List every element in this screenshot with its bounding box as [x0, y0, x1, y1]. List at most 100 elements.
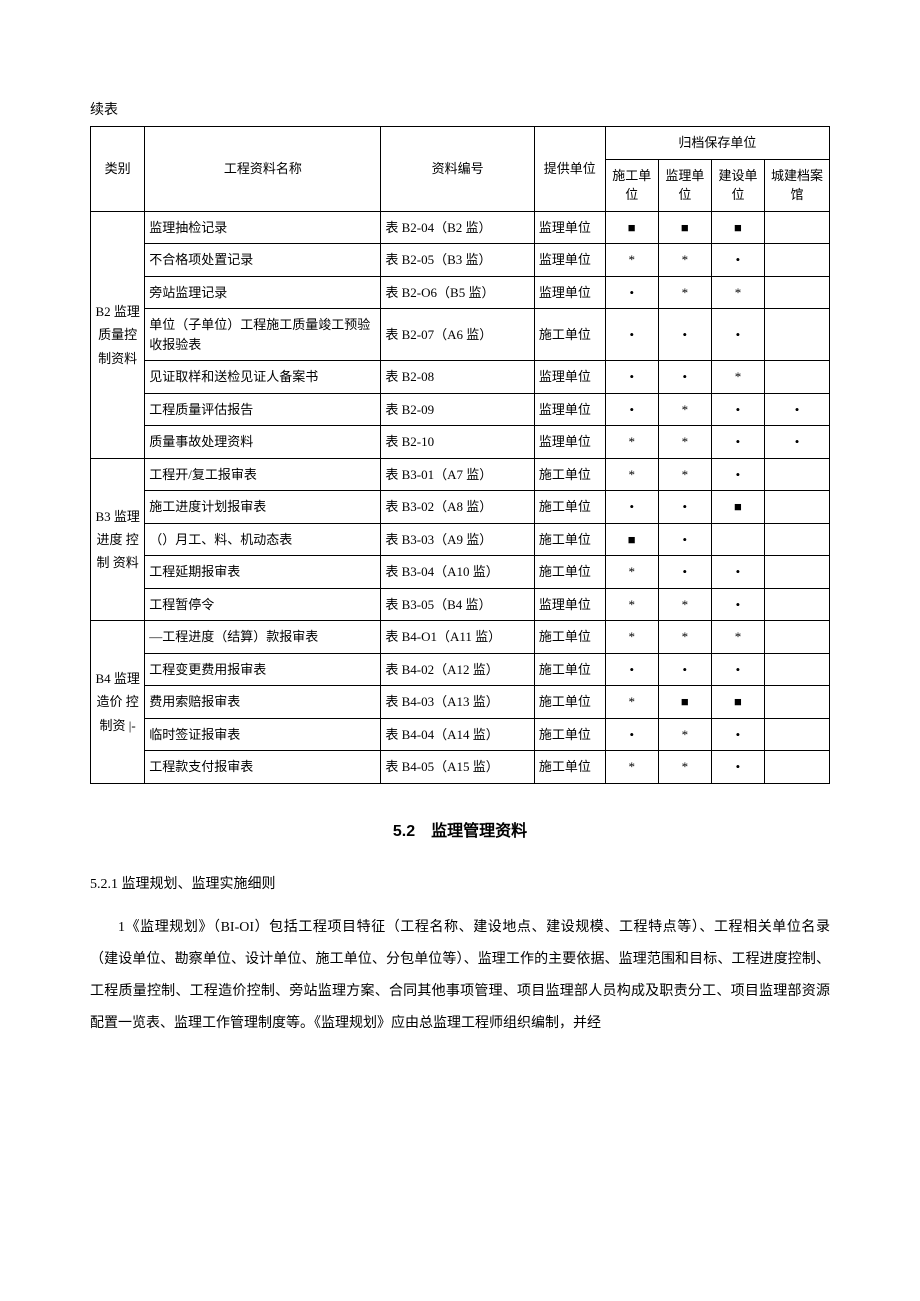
- name-cell: 工程变更费用报审表: [145, 653, 381, 686]
- mark-cell: ■: [605, 211, 658, 244]
- section-title: 5.2 监理管理资料: [90, 819, 830, 845]
- name-cell: 工程开/复工报审表: [145, 458, 381, 491]
- table-row: B3 监理 进度 控制 资料工程开/复工报审表表 B3-01（A7 监）施工单位…: [91, 458, 830, 491]
- mark-cell: •: [765, 426, 830, 459]
- provider-cell: 施工单位: [534, 621, 605, 654]
- provider-cell: 施工单位: [534, 653, 605, 686]
- name-cell: 临时签证报审表: [145, 718, 381, 751]
- name-cell: 单位（子单位）工程施工质量竣工预验收报验表: [145, 309, 381, 361]
- mark-cell: [765, 523, 830, 556]
- code-cell: 表 B2-09: [381, 393, 534, 426]
- name-cell: 工程质量评估报告: [145, 393, 381, 426]
- header-archive-col: 施工单位: [605, 159, 658, 211]
- mark-cell: •: [711, 393, 764, 426]
- mark-cell: *: [605, 426, 658, 459]
- table-row: 临时签证报审表表 B4-04（A14 监）施工单位•*•: [91, 718, 830, 751]
- table-body: B2 监理质量控制资料监理抽检记录表 B2-04（B2 监）监理单位■■■不合格…: [91, 211, 830, 783]
- mark-cell: [765, 686, 830, 719]
- mark-cell: •: [658, 309, 711, 361]
- name-cell: 施工进度计划报审表: [145, 491, 381, 524]
- table-row: 施工进度计划报审表表 B3-02（A8 监）施工单位••■: [91, 491, 830, 524]
- header-archive-group: 归档保存单位: [605, 127, 829, 160]
- mark-cell: *: [605, 621, 658, 654]
- mark-cell: *: [605, 244, 658, 277]
- mark-cell: *: [711, 276, 764, 309]
- name-cell: （）月工、料、机动态表: [145, 523, 381, 556]
- mark-cell: *: [658, 718, 711, 751]
- provider-cell: 施工单位: [534, 718, 605, 751]
- mark-cell: ■: [711, 211, 764, 244]
- name-cell: 工程暂停令: [145, 588, 381, 621]
- name-cell: 监理抽检记录: [145, 211, 381, 244]
- mark-cell: *: [658, 393, 711, 426]
- mark-cell: *: [605, 686, 658, 719]
- name-cell: 旁站监理记录: [145, 276, 381, 309]
- code-cell: 表 B3-05（B4 监）: [381, 588, 534, 621]
- table-row: 工程款支付报审表表 B4-05（A15 监）施工单位**•: [91, 751, 830, 784]
- mark-cell: [765, 491, 830, 524]
- mark-cell: •: [711, 244, 764, 277]
- mark-cell: *: [658, 244, 711, 277]
- category-cell: B2 监理质量控制资料: [91, 211, 145, 458]
- table-row: 工程暂停令表 B3-05（B4 监）监理单位**•: [91, 588, 830, 621]
- provider-cell: 监理单位: [534, 588, 605, 621]
- code-cell: 表 B3-02（A8 监）: [381, 491, 534, 524]
- name-cell: 见证取样和送检见证人备案书: [145, 361, 381, 394]
- provider-cell: 监理单位: [534, 426, 605, 459]
- code-cell: 表 B4-03（A13 监）: [381, 686, 534, 719]
- provider-cell: 施工单位: [534, 556, 605, 589]
- mark-cell: [765, 361, 830, 394]
- mark-cell: •: [605, 309, 658, 361]
- name-cell: 质量事故处理资料: [145, 426, 381, 459]
- mark-cell: ■: [711, 686, 764, 719]
- mark-cell: •: [605, 361, 658, 394]
- mark-cell: [765, 244, 830, 277]
- provider-cell: 施工单位: [534, 491, 605, 524]
- mark-cell: •: [605, 718, 658, 751]
- code-cell: 表 B2-07（A6 监）: [381, 309, 534, 361]
- mark-cell: ■: [658, 686, 711, 719]
- mark-cell: ■: [658, 211, 711, 244]
- mark-cell: *: [658, 276, 711, 309]
- mark-cell: ■: [605, 523, 658, 556]
- table-row: 单位（子单位）工程施工质量竣工预验收报验表表 B2-07（A6 监）施工单位••…: [91, 309, 830, 361]
- header-code: 资料编号: [381, 127, 534, 212]
- mark-cell: *: [658, 426, 711, 459]
- code-cell: 表 B4-02（A12 监）: [381, 653, 534, 686]
- table-row: （）月工、料、机动态表表 B3-03（A9 监）施工单位■•: [91, 523, 830, 556]
- mark-cell: *: [658, 458, 711, 491]
- code-cell: 表 B3-01（A7 监）: [381, 458, 534, 491]
- mark-cell: [765, 211, 830, 244]
- code-cell: 表 B4-04（A14 监）: [381, 718, 534, 751]
- table-row: 工程质量评估报告表 B2-09监理单位•*••: [91, 393, 830, 426]
- mark-cell: •: [711, 718, 764, 751]
- mark-cell: •: [605, 393, 658, 426]
- header-archive-col: 城建档案馆: [765, 159, 830, 211]
- mark-cell: [765, 309, 830, 361]
- name-cell: 工程延期报审表: [145, 556, 381, 589]
- mark-cell: ■: [711, 491, 764, 524]
- mark-cell: •: [658, 523, 711, 556]
- provider-cell: 监理单位: [534, 393, 605, 426]
- code-cell: 表 B2-10: [381, 426, 534, 459]
- name-cell: —工程进度（结算）款报审表: [145, 621, 381, 654]
- provider-cell: 监理单位: [534, 276, 605, 309]
- mark-cell: •: [711, 588, 764, 621]
- table-row: 质量事故处理资料表 B2-10监理单位**••: [91, 426, 830, 459]
- mark-cell: [765, 621, 830, 654]
- provider-cell: 施工单位: [534, 751, 605, 784]
- provider-cell: 施工单位: [534, 523, 605, 556]
- code-cell: 表 B2-04（B2 监）: [381, 211, 534, 244]
- provider-cell: 施工单位: [534, 686, 605, 719]
- table-row: 费用索赔报审表表 B4-03（A13 监）施工单位*■■: [91, 686, 830, 719]
- mark-cell: *: [658, 621, 711, 654]
- mark-cell: •: [605, 653, 658, 686]
- mark-cell: *: [658, 751, 711, 784]
- mark-cell: [765, 653, 830, 686]
- mark-cell: •: [605, 276, 658, 309]
- mark-cell: •: [605, 491, 658, 524]
- mark-cell: •: [711, 426, 764, 459]
- mark-cell: •: [711, 556, 764, 589]
- mark-cell: •: [658, 491, 711, 524]
- mark-cell: [711, 523, 764, 556]
